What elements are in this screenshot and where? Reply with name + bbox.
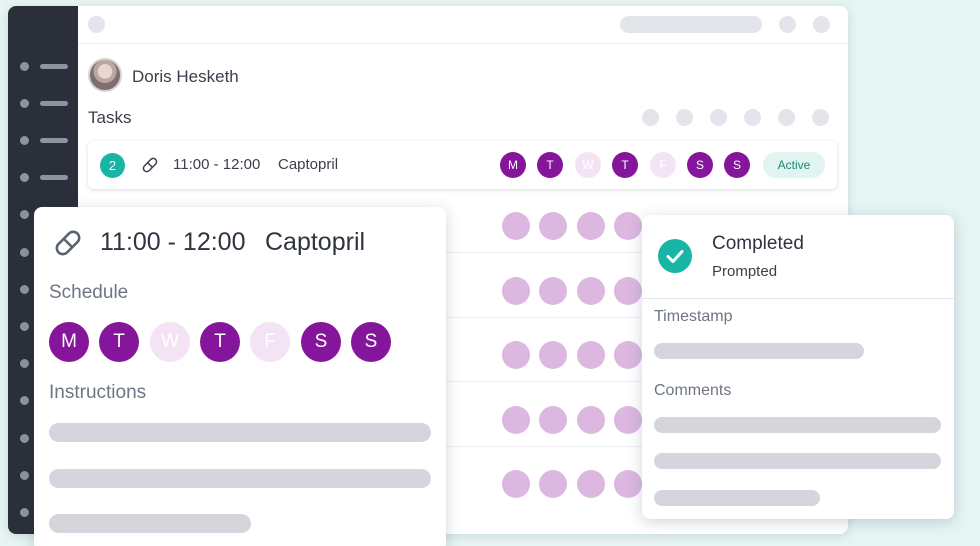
comments-placeholder-line <box>654 417 941 433</box>
day-chip-tuesday[interactable]: T <box>99 322 139 362</box>
filter-icon[interactable] <box>676 109 693 126</box>
day-chip: W <box>575 152 601 178</box>
detail-time: 11:00 - 12:00 <box>100 228 246 256</box>
pill-icon <box>55 230 81 256</box>
list-item[interactable] <box>88 330 837 382</box>
status-badge: Active <box>763 152 825 178</box>
list-item[interactable] <box>88 395 837 447</box>
day-chip: S <box>724 152 750 178</box>
profile-icon[interactable] <box>813 16 830 33</box>
task-number-badge: 2 <box>100 153 125 178</box>
day-chip-thursday[interactable]: T <box>200 322 240 362</box>
completion-substatus: Prompted <box>712 263 778 280</box>
filter-icon[interactable] <box>744 109 761 126</box>
top-bar <box>78 6 848 44</box>
instructions-placeholder-line <box>49 514 251 533</box>
tasks-heading: Tasks <box>88 108 132 127</box>
day-chip: T <box>612 152 638 178</box>
user-name: Doris Hesketh <box>132 67 239 86</box>
check-icon <box>658 239 692 273</box>
day-chip-monday[interactable]: M <box>49 322 89 362</box>
sidebar-item[interactable] <box>20 322 70 332</box>
list-item[interactable] <box>88 266 837 318</box>
notification-icon[interactable] <box>779 16 796 33</box>
sidebar-item[interactable] <box>20 396 70 406</box>
instructions-label: Instructions <box>49 382 147 403</box>
filter-icon[interactable] <box>812 109 829 126</box>
comments-placeholder-line <box>654 490 820 506</box>
day-chip-sunday[interactable]: S <box>351 322 391 362</box>
detail-medication: Captopril <box>265 228 366 256</box>
completion-card: Completed Prompted Timestamp Comments <box>642 215 954 519</box>
sidebar-item[interactable] <box>20 359 70 369</box>
filter-icon[interactable] <box>642 109 659 126</box>
sidebar-item[interactable] <box>20 99 70 109</box>
comments-placeholder-line <box>654 453 941 469</box>
sidebar-item[interactable] <box>20 471 70 481</box>
sidebar-item[interactable] <box>20 210 70 220</box>
list-item[interactable] <box>88 201 837 253</box>
schedule-label: Schedule <box>49 282 129 303</box>
day-chip: F <box>650 152 676 178</box>
instructions-placeholder-line <box>49 469 431 488</box>
day-chip-wednesday[interactable]: W <box>150 322 190 362</box>
task-row[interactable]: 2 11:00 - 12:00 Captopril M T W T F S S … <box>88 141 837 189</box>
search-bar[interactable] <box>620 16 762 33</box>
timestamp-placeholder <box>654 343 864 359</box>
sidebar-item[interactable] <box>20 434 70 444</box>
sidebar-item[interactable] <box>20 248 70 258</box>
instructions-placeholder-line <box>49 423 431 442</box>
day-chip: T <box>537 152 563 178</box>
list-item[interactable] <box>88 459 837 511</box>
task-medication: Captopril <box>278 156 339 173</box>
filter-icon[interactable] <box>778 109 795 126</box>
day-chip: S <box>687 152 713 178</box>
day-chip-friday[interactable]: F <box>250 322 290 362</box>
sidebar-item[interactable] <box>20 136 70 146</box>
sidebar-item[interactable] <box>20 508 70 518</box>
sidebar-item[interactable] <box>20 173 70 183</box>
filter-icon[interactable] <box>710 109 727 126</box>
task-detail-card: 11:00 - 12:00 Captopril Schedule M T W T… <box>34 207 446 546</box>
menu-icon[interactable] <box>88 16 105 33</box>
divider <box>642 298 954 299</box>
timestamp-label: Timestamp <box>654 308 733 325</box>
sidebar-item[interactable] <box>20 62 70 72</box>
comments-label: Comments <box>654 382 732 399</box>
pill-icon <box>142 157 158 173</box>
task-time: 11:00 - 12:00 <box>173 156 261 173</box>
sidebar-item[interactable] <box>20 285 70 295</box>
day-chip: M <box>500 152 526 178</box>
avatar <box>88 58 122 92</box>
day-chip-saturday[interactable]: S <box>301 322 341 362</box>
completion-status: Completed <box>712 233 804 254</box>
